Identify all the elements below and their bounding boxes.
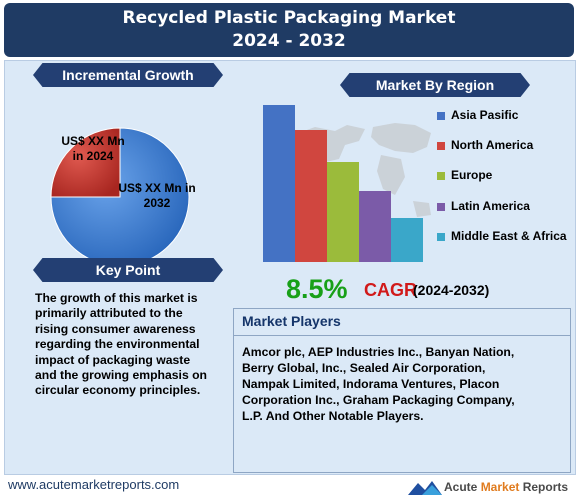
company-logo: Acute Market Reports bbox=[408, 478, 573, 498]
content-panel: Incremental Growth US$ XX Mn in 2024 US$… bbox=[4, 60, 576, 475]
legend-swatch bbox=[437, 112, 445, 120]
pie-slice-2024 bbox=[50, 127, 121, 198]
bar-latin-america bbox=[359, 191, 391, 262]
market-players-text: Amcor plc, AEP Industries Inc., Banyan N… bbox=[242, 345, 515, 423]
pie-label-2024: US$ XX Mn in 2024 bbox=[61, 134, 125, 163]
incremental-growth-pie-chart bbox=[50, 127, 190, 267]
bar-north-america bbox=[295, 130, 327, 262]
cagr-label: CAGR bbox=[364, 280, 417, 300]
logo-word-reports: Reports bbox=[519, 480, 569, 494]
legend-swatch bbox=[437, 233, 445, 241]
logo-word-market: Market bbox=[480, 480, 520, 494]
footer-website-link[interactable]: www.acutemarketreports.com bbox=[8, 477, 180, 492]
legend-item-europe: Europe bbox=[437, 167, 577, 185]
legend-label: Latin America bbox=[451, 199, 530, 213]
market-players-heading: Market Players bbox=[242, 313, 341, 329]
logo-text: Acute Market Reports bbox=[444, 480, 568, 494]
legend-swatch bbox=[437, 142, 445, 150]
market-by-region-heading: Market By Region bbox=[340, 73, 530, 97]
legend-item-latin-america: Latin America bbox=[437, 198, 577, 216]
mountain-logo-icon bbox=[408, 481, 442, 495]
page-title: Recycled Plastic Packaging Market bbox=[122, 8, 456, 28]
pie-slice-2032 bbox=[50, 127, 190, 267]
bar-asia-pacific bbox=[263, 105, 295, 262]
cagr-row: 8.5% CAGR (2024-2032) bbox=[250, 274, 540, 304]
key-point-text: The growth of this market is primarily a… bbox=[35, 291, 207, 398]
legend-item-middle-east-africa: Middle East & Africa bbox=[437, 228, 577, 246]
region-bar-chart bbox=[255, 105, 435, 262]
bar-europe bbox=[327, 162, 359, 262]
cagr-period: (2024-2032) bbox=[413, 282, 490, 298]
page-subtitle-years: 2024 - 2032 bbox=[232, 31, 346, 51]
cagr-value: 8.5% bbox=[286, 274, 348, 304]
legend-label: Middle East & Africa bbox=[451, 229, 567, 243]
pie-label-2032: US$ XX Mn in 2032 bbox=[118, 181, 196, 210]
market-players-box: Market Players Amcor plc, AEP Industries… bbox=[233, 308, 571, 473]
legend-item-asia-pacific: Asia Pasific bbox=[437, 107, 577, 125]
legend-swatch bbox=[437, 172, 445, 180]
key-point-heading: Key Point bbox=[33, 258, 223, 282]
logo-word-acute: Acute bbox=[444, 480, 481, 494]
legend-label: Europe bbox=[451, 168, 493, 182]
incremental-growth-heading: Incremental Growth bbox=[33, 63, 223, 87]
divider bbox=[234, 335, 570, 336]
title-bar: Recycled Plastic Packaging Market 2024 -… bbox=[4, 3, 574, 57]
legend-label: North America bbox=[451, 138, 534, 152]
legend-item-north-america: North America bbox=[437, 137, 577, 155]
bar-middle-east-africa bbox=[391, 218, 423, 262]
legend-swatch bbox=[437, 203, 445, 211]
legend-label: Asia Pasific bbox=[451, 108, 519, 122]
